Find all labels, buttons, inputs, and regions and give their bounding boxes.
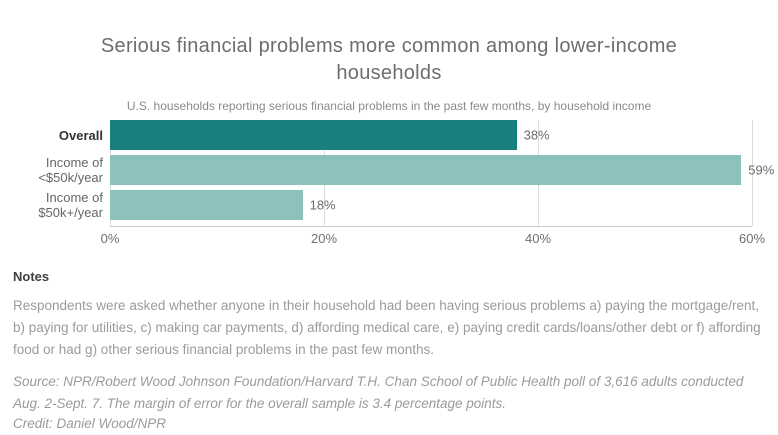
notes-text: Respondents were asked whether anyone in… [13, 297, 761, 357]
value-axis: 0% 20% 40% 60% [101, 231, 765, 249]
bar-row: 18% [110, 190, 752, 220]
category-label: Income of $50k+/year [38, 190, 103, 220]
axis-tick-label: 0% [100, 231, 120, 246]
plot-area: 38% 59% 18% [109, 120, 774, 227]
source-text: Source: NPR/Robert Wood Johnson Foundati… [13, 373, 744, 411]
bar-row: 59% [110, 155, 774, 185]
axis-tick-label: 20% [310, 231, 338, 246]
notes-heading: Notes [13, 268, 50, 284]
value-label: 18% [309, 197, 336, 213]
gridline [751, 120, 753, 226]
bar-chart: Overall Income of <$50k/year Income of $50… [0, 120, 778, 249]
chart-title: Serious financial problems more common a… [100, 35, 678, 85]
category-label: Overall [58, 127, 103, 143]
bar [110, 190, 303, 220]
chart-subtitle: U.S. households reporting serious financ… [126, 99, 652, 113]
bar-row: 38% [110, 120, 752, 150]
value-label: 59% [748, 162, 775, 178]
axis-tick-label: 60% [738, 231, 766, 246]
bar [110, 155, 742, 185]
credit-text: Credit: Daniel Wood/NPR [13, 415, 167, 431]
bar [110, 120, 517, 150]
chart-body: Overall Income of <$50k/year Income of $50… [0, 120, 778, 227]
value-label: 38% [523, 127, 550, 143]
category-axis: Overall Income of <$50k/year Income of $50… [0, 120, 110, 227]
axis-tick-label: 40% [524, 231, 552, 246]
category-label: Income of <$50k/year [38, 155, 103, 185]
